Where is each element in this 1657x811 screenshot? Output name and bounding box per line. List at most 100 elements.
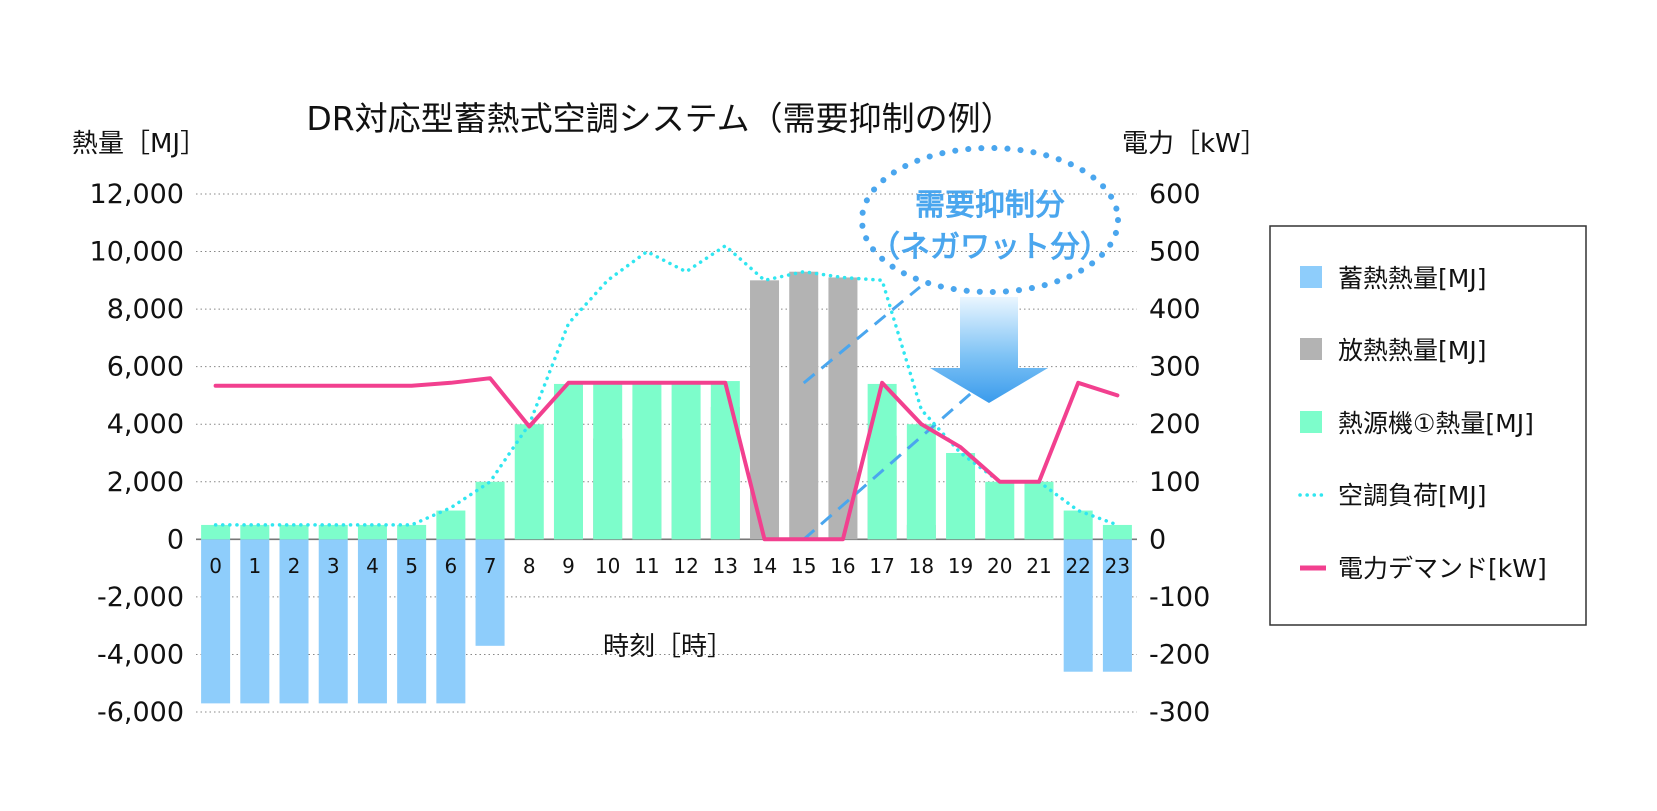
bar — [593, 381, 623, 540]
x-tick: 20 — [987, 554, 1012, 578]
bar — [397, 524, 427, 540]
y-tick-right: 300 — [1149, 352, 1201, 383]
legend-label: 熱源機①熱量[MJ] — [1338, 409, 1534, 438]
y-tick-right: 500 — [1149, 237, 1201, 268]
y-tick-right: 400 — [1149, 294, 1201, 325]
reduction-line-lower — [802, 366, 1001, 541]
bar — [514, 424, 544, 540]
x-tick: 21 — [1026, 554, 1051, 578]
callout-line2: （ネガワット分） — [870, 230, 1110, 265]
down-arrow-icon — [930, 297, 1048, 403]
bars — [201, 271, 1132, 704]
x-tick: 16 — [830, 554, 855, 578]
legend: 蓄熱熱量[MJ] 放熱熱量[MJ] 熱源機①熱量[MJ] 空調負荷[MJ] 電力デマンド… — [1269, 225, 1587, 626]
x-tick: 15 — [791, 554, 816, 578]
bar — [789, 271, 819, 540]
y-tick-left: 10,000 — [90, 237, 184, 268]
bar — [475, 539, 505, 646]
series-lines — [213, 244, 1120, 542]
x-tick: 5 — [405, 554, 418, 578]
y-tick-left: 2,000 — [107, 467, 184, 498]
reduction-line-upper — [802, 285, 921, 385]
bar — [318, 524, 348, 540]
x-tick: 11 — [634, 554, 659, 578]
bar — [240, 524, 270, 540]
x-axis-title: 時刻［時］ — [603, 632, 733, 662]
legend-label: 蓄熱熱量[MJ] — [1338, 264, 1486, 293]
x-axis: 0 1 2 3 4 5 6 7 8 9 10 11 12 13 14 15 16 17 18 19 20 21 22 23 — [209, 554, 1130, 578]
y-axis-right: 600 500 400 300 200 100 0 -100 -200 -300 — [1149, 179, 1210, 728]
bar — [671, 381, 701, 540]
bar — [436, 510, 466, 540]
x-tick: 12 — [673, 554, 698, 578]
x-tick: 13 — [713, 554, 738, 578]
bar — [201, 539, 231, 704]
bar — [1024, 481, 1054, 540]
x-tick: 2 — [288, 554, 301, 578]
y-tick-left: -6,000 — [97, 697, 184, 728]
y-tick-left: 12,000 — [90, 179, 184, 210]
bar — [985, 481, 1015, 540]
legend-label: 放熱熱量[MJ] — [1338, 336, 1486, 365]
x-tick: 18 — [909, 554, 934, 578]
y-tick-right: -200 — [1149, 639, 1210, 670]
y-tick-right: 100 — [1149, 467, 1201, 498]
y-tick-right: -300 — [1149, 697, 1210, 728]
x-tick: 10 — [595, 554, 620, 578]
bar — [357, 524, 387, 540]
legend-swatch — [1300, 411, 1322, 433]
x-tick: 9 — [562, 554, 575, 578]
x-tick: 6 — [444, 554, 457, 578]
air-conditioning-load-line — [213, 244, 1120, 527]
bar — [710, 381, 740, 540]
x-tick: 19 — [948, 554, 973, 578]
y-tick-left: 4,000 — [107, 409, 184, 440]
x-tick: 8 — [523, 554, 536, 578]
legend-label: 空調負荷[MJ] — [1338, 481, 1486, 510]
y-tick-right: 0 — [1149, 524, 1166, 555]
bar — [357, 539, 387, 704]
power-demand-line — [213, 376, 1120, 542]
x-tick: 4 — [366, 554, 379, 578]
bar — [1063, 510, 1093, 540]
y-axis-left-title: 熱量［MJ］ — [72, 129, 206, 159]
bar — [240, 539, 270, 704]
y-tick-left: 0 — [167, 524, 184, 555]
y-axis-right-title: 電力［kW］ — [1122, 129, 1267, 159]
bar — [1063, 539, 1093, 672]
x-tick: 14 — [752, 554, 777, 578]
bar — [906, 424, 936, 540]
bar — [436, 539, 466, 704]
legend-label: 電力デマンド[kW] — [1338, 554, 1547, 583]
bar — [201, 524, 231, 540]
x-tick: 22 — [1065, 554, 1090, 578]
bar — [475, 481, 505, 540]
bar — [279, 524, 309, 540]
x-tick: 17 — [869, 554, 894, 578]
bar — [1102, 539, 1132, 672]
y-tick-right: 600 — [1149, 179, 1201, 210]
x-tick: 1 — [248, 554, 261, 578]
x-tick: 23 — [1105, 554, 1130, 578]
callout-line1: 需要抑制分 — [915, 188, 1065, 223]
demand-reduction-callout: 需要抑制分 （ネガワット分） — [859, 145, 1121, 403]
y-tick-left: 6,000 — [107, 352, 184, 383]
bar — [632, 381, 662, 540]
y-tick-left: -4,000 — [97, 639, 184, 670]
y-tick-left: -2,000 — [97, 582, 184, 613]
legend-box — [1269, 225, 1587, 626]
legend-swatch — [1300, 338, 1322, 360]
bar — [946, 453, 976, 540]
bar — [1102, 524, 1132, 540]
x-tick: 7 — [484, 554, 497, 578]
bar — [279, 539, 309, 704]
bar — [397, 539, 427, 704]
reduction-lines — [802, 285, 1001, 541]
chart-title: DR対応型蓄熱式空調システム（需要抑制の例） — [306, 99, 1013, 138]
y-tick-right: -100 — [1149, 582, 1210, 613]
y-tick-left: 8,000 — [107, 294, 184, 325]
bar — [553, 383, 583, 540]
callout-ellipse — [859, 145, 1121, 295]
